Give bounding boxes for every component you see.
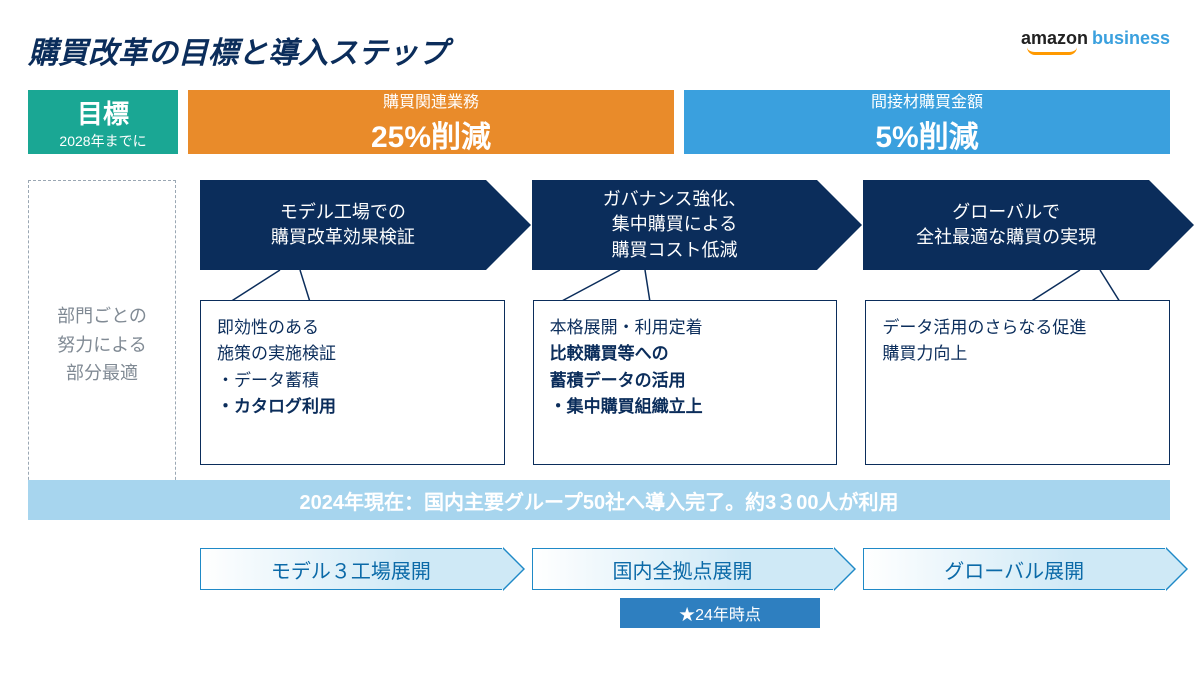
bottom-arrows-row: モデル３工場展開 国内全拠点展開 グローバル展開 [200,548,1195,590]
logo-word-business: business [1092,28,1170,48]
goal-item-0-line1: 購買関連業務 [188,88,674,112]
goal-bar: 目標 2028年までに 購買関連業務 25%削減 間接材購買金額 5%削減 [28,90,1170,154]
goal-label-main: 目標 [28,94,178,131]
detail-box-0: 即効性のある施策の実施検証・データ蓄積・カタログ利用 [200,300,505,465]
bottom-arrow-0: モデル３工場展開 [200,548,502,590]
goal-item-0: 購買関連業務 25%削減 [188,90,674,154]
bottom-arrow-2: グローバル展開 [863,548,1165,590]
brand-logo: amazonbusiness [1021,28,1170,55]
goal-label-sub: 2028年までに [28,131,178,151]
detail-boxes-row: 即効性のある施策の実施検証・データ蓄積・カタログ利用 本格展開・利用定着比較購買… [200,300,1170,465]
goal-label: 目標 2028年までに [28,90,178,154]
bottom-arrow-1: 国内全拠点展開 [532,548,834,590]
goal-item-1: 間接材購買金額 5%削減 [684,90,1170,154]
phase-arrow-0-text: モデル工場での購買改革効果検証 [263,200,423,250]
goal-item-1-line1: 間接材購買金額 [684,88,1170,112]
status-band: 2024年現在：国内主要グループ50社へ導入完了。約3３00人が利用 [28,480,1170,520]
page-title: 購買改革の目標と導入ステップ [28,28,448,72]
year-marker-text: ★24年時点 [679,601,761,625]
logo-smile-icon [1027,47,1077,55]
phase-arrow-2-text: グローバルで全社最適な購買の実現 [908,200,1104,250]
side-dashed-text: 部門ごとの努力による部分最適 [57,302,147,388]
logo-word-amazon: amazon [1021,28,1088,48]
phase-arrow-1-text: ガバナンス強化、集中購買による購買コスト低減 [595,187,755,263]
goal-item-0-line2: 25%削減 [188,112,674,156]
phase-arrow-2: グローバルで全社最適な購買の実現 [863,180,1149,270]
phase-arrow-1: ガバナンス強化、集中購買による購買コスト低減 [532,180,818,270]
phase-arrow-0: モデル工場での購買改革効果検証 [200,180,486,270]
detail-box-2: データ活用のさらなる促進購買力向上 [865,300,1170,465]
side-dashed-box: 部門ごとの努力による部分最適 [28,180,176,510]
year-marker: ★24年時点 [620,598,820,628]
phase-arrows-row: モデル工場での購買改革効果検証 ガバナンス強化、集中購買による購買コスト低減 グ… [200,180,1195,270]
goal-item-1-line2: 5%削減 [684,112,1170,156]
detail-box-1: 本格展開・利用定着比較購買等への蓄積データの活用・集中購買組織立上 [533,300,838,465]
